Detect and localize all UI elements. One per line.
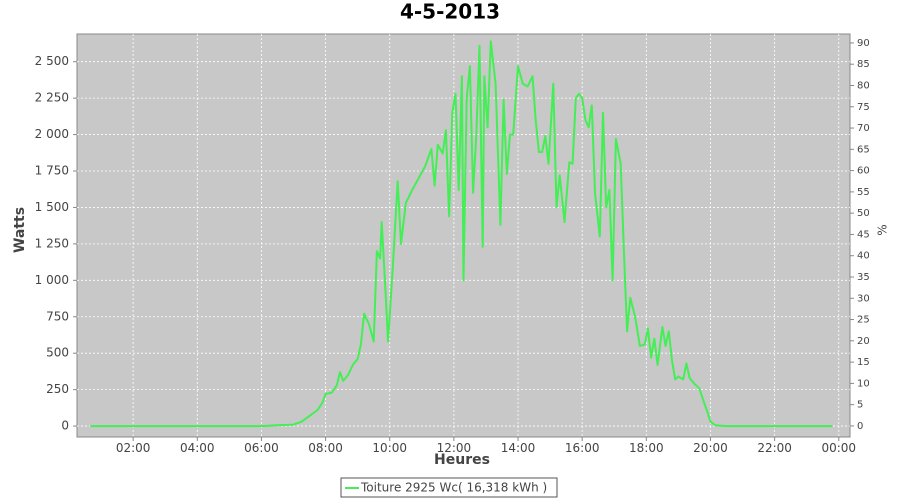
y2-tick-label: 80	[857, 80, 870, 91]
y2-tick-label: 25	[857, 315, 870, 326]
y-tick-label: 1 250	[35, 236, 69, 250]
y2-tick-label: 0	[857, 421, 863, 432]
y-tick-label: 500	[46, 346, 69, 360]
y-tick-label: 0	[61, 419, 69, 433]
x-tick-label: 20:00	[693, 441, 728, 455]
y-tick-label: 750	[46, 309, 69, 323]
x-tick-label: 00:00	[821, 441, 856, 455]
y2-tick-label: 90	[857, 38, 870, 49]
y-tick-label: 250	[46, 382, 69, 396]
x-tick-label: 04:00	[180, 441, 215, 455]
x-tick-label: 02:00	[116, 441, 151, 455]
y2-tick-label: 70	[857, 123, 870, 134]
y2-tick-label: 30	[857, 293, 870, 304]
x-tick-label: 10:00	[372, 441, 407, 455]
y2-tick-label: 60	[857, 166, 870, 177]
x-tick-label: 12:00	[437, 441, 472, 455]
chart-title: 4-5-2013	[400, 0, 500, 24]
y2-axis-label: %	[876, 224, 890, 235]
y2-tick-label: 65	[857, 144, 870, 155]
x-tick-label: 18:00	[629, 441, 664, 455]
y-tick-label: 2 500	[35, 54, 69, 68]
y2-tick-label: 85	[857, 59, 870, 70]
y-tick-label: 2 000	[35, 127, 69, 141]
y-tick-label: 1 750	[35, 164, 69, 178]
x-tick-label: 06:00	[244, 441, 279, 455]
y-tick-label: 1 000	[35, 273, 69, 287]
y2-tick-label: 35	[857, 272, 870, 283]
y2-tick-label: 55	[857, 187, 870, 198]
x-tick-label: 22:00	[757, 441, 792, 455]
x-tick-label: 08:00	[308, 441, 343, 455]
legend	[340, 477, 558, 498]
x-axis-label: Heures	[434, 452, 490, 468]
y2-tick-label: 10	[857, 378, 870, 389]
y2-tick-label: 75	[857, 102, 870, 113]
series-line	[90, 40, 833, 428]
legend-label: Toiture 2925 Wc( 16,318 kWh )	[360, 481, 547, 495]
y2-tick-label: 40	[857, 251, 870, 262]
y2-tick-label: 5	[857, 400, 863, 411]
y-tick-label: 2 250	[35, 91, 69, 105]
y2-tick-label: 15	[857, 357, 870, 368]
y2-tick-label: 20	[857, 336, 870, 347]
x-tick-label: 16:00	[565, 441, 600, 455]
y-tick-label: 1 500	[35, 200, 69, 214]
y2-tick-label: 50	[857, 208, 870, 219]
x-tick-label: 14:00	[501, 441, 536, 455]
y-axis-label: Watts	[12, 207, 28, 253]
y2-tick-label: 45	[857, 229, 870, 240]
